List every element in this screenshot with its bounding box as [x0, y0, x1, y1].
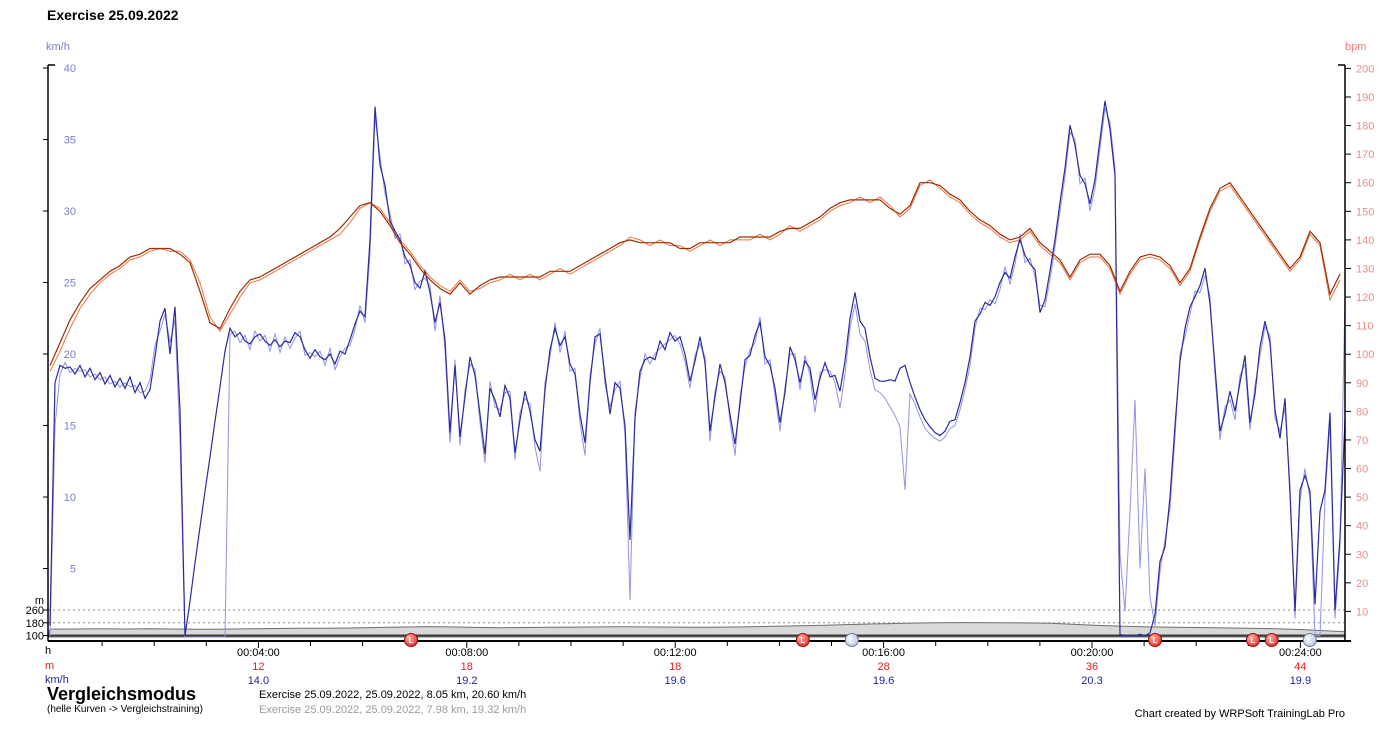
comparison-mode-block: Vergleichsmodus (helle Kurven -> Verglei…	[47, 684, 203, 716]
time-axis: 00:04:00 12 14.0 00:08:00 18 19.2 00:12:00 18 19…	[101, 641, 1322, 687]
svg-text:00:24:00: 00:24:00	[1279, 647, 1322, 659]
svg-text:20: 20	[64, 349, 76, 361]
svg-text:36: 36	[1086, 661, 1098, 673]
svg-text:200: 200	[1356, 63, 1374, 75]
svg-text:L: L	[849, 636, 854, 645]
comparison-mode-note: (helle Kurven -> Vergleichstraining)	[47, 704, 203, 715]
elevation-axis-unit-label: m	[34, 595, 44, 607]
gap-marker-main[interactable]: L	[795, 633, 810, 647]
svg-text:L: L	[1307, 636, 1312, 645]
comparison-mode-title: Vergleichsmodus	[47, 684, 197, 704]
svg-text:19.2: 19.2	[456, 675, 477, 687]
svg-text:120: 120	[1356, 292, 1374, 304]
credit-text: Chart created by WRPSoft TrainingLab Pro	[1134, 708, 1345, 720]
svg-text:35: 35	[64, 135, 76, 147]
heartrate-comparison-curve	[49, 179, 1341, 372]
axes: 4035302520151052601801002001901801701601…	[26, 63, 1375, 643]
svg-text:190: 190	[1356, 92, 1374, 104]
svg-text:00:20:00: 00:20:00	[1071, 647, 1114, 659]
svg-text:L: L	[1153, 636, 1158, 645]
svg-text:19.6: 19.6	[664, 675, 685, 687]
svg-text:28: 28	[877, 661, 889, 673]
svg-text:100: 100	[1356, 349, 1374, 361]
elevation-main	[47, 622, 1346, 638]
speed-main-curve	[49, 100, 1346, 637]
gap-marker-main[interactable]: L	[404, 633, 419, 647]
svg-text:00:16:00: 00:16:00	[862, 647, 905, 659]
legend-entry-comparison: Exercise 25.09.2022, 25.09.2022, 7.98 km…	[259, 704, 527, 716]
svg-text:L: L	[800, 636, 805, 645]
gap-marker-comparison[interactable]: L	[1302, 633, 1317, 647]
svg-text:25: 25	[64, 278, 76, 290]
svg-text:14.0: 14.0	[248, 675, 269, 687]
svg-text:00:08:00: 00:08:00	[445, 647, 488, 659]
gap-marker-main[interactable]: L	[1245, 633, 1260, 647]
svg-text:90: 90	[1356, 378, 1368, 390]
svg-text:19.9: 19.9	[1290, 675, 1311, 687]
svg-text:110: 110	[1356, 321, 1374, 333]
svg-text:40: 40	[1356, 521, 1368, 533]
svg-text:80: 80	[1356, 406, 1368, 418]
svg-text:20: 20	[1356, 578, 1368, 590]
gap-marker-comparison[interactable]: L	[844, 633, 859, 647]
svg-text:00:04:00: 00:04:00	[237, 647, 280, 659]
legend-entry-main: Exercise 25.09.2022, 25.09.2022, 8.05 km…	[259, 689, 527, 701]
svg-text:18: 18	[461, 661, 473, 673]
svg-text:10: 10	[1356, 606, 1368, 618]
gap-marker-main[interactable]: L	[1264, 633, 1279, 647]
climb-row-label: m	[45, 660, 55, 672]
left-axis-unit-label: km/h	[46, 41, 70, 53]
svg-text:150: 150	[1356, 206, 1374, 218]
svg-text:60: 60	[1356, 464, 1368, 476]
svg-text:12: 12	[252, 661, 264, 673]
svg-text:160: 160	[1356, 178, 1374, 190]
svg-text:70: 70	[1356, 435, 1368, 447]
right-axis-unit-label: bpm	[1345, 41, 1367, 53]
svg-text:19.6: 19.6	[873, 675, 894, 687]
svg-text:10: 10	[64, 492, 76, 504]
svg-text:5: 5	[70, 564, 76, 576]
svg-text:15: 15	[64, 421, 76, 433]
speed-row-label: km/h	[45, 674, 69, 686]
svg-text:L: L	[1269, 636, 1274, 645]
svg-text:30: 30	[1356, 549, 1368, 561]
svg-text:180: 180	[1356, 121, 1374, 133]
svg-text:170: 170	[1356, 149, 1374, 161]
svg-text:180: 180	[26, 618, 44, 630]
gap-marker-main[interactable]: L	[1148, 633, 1163, 647]
svg-text:40: 40	[64, 63, 76, 75]
heartrate-main-curve	[49, 181, 1341, 366]
svg-text:L: L	[1251, 636, 1256, 645]
svg-text:260: 260	[26, 605, 44, 617]
svg-text:50: 50	[1356, 492, 1368, 504]
page-title: Exercise 25.09.2022	[47, 7, 179, 23]
speed-comparison-curve	[49, 107, 1346, 638]
time-row-label: h	[45, 645, 52, 657]
svg-text:44: 44	[1294, 661, 1306, 673]
svg-text:100: 100	[26, 631, 44, 643]
svg-text:140: 140	[1356, 235, 1374, 247]
svg-text:00:12:00: 00:12:00	[654, 647, 697, 659]
svg-text:L: L	[409, 636, 414, 645]
svg-text:20.3: 20.3	[1081, 675, 1102, 687]
svg-text:130: 130	[1356, 263, 1374, 275]
svg-text:30: 30	[64, 206, 76, 218]
svg-text:18: 18	[669, 661, 681, 673]
